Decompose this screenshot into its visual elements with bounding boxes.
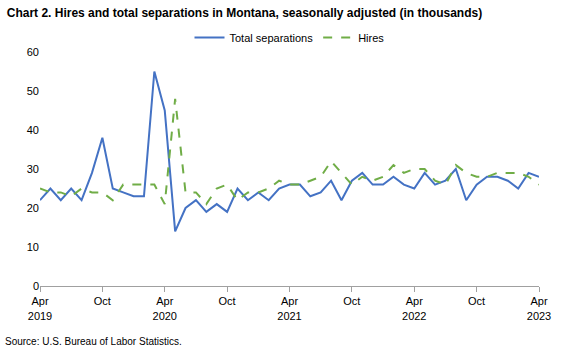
svg-text:Total separations: Total separations	[230, 32, 314, 44]
svg-text:10: 10	[27, 241, 39, 253]
svg-text:Oct: Oct	[343, 295, 360, 307]
svg-text:Chart 2. Hires and total separ: Chart 2. Hires and total separations in …	[7, 6, 482, 20]
svg-text:50: 50	[27, 85, 39, 97]
svg-text:20: 20	[27, 202, 39, 214]
svg-text:40: 40	[27, 124, 39, 136]
svg-text:Apr2021: Apr2021	[277, 295, 301, 321]
svg-text:0: 0	[33, 280, 39, 292]
svg-text:Hires: Hires	[358, 32, 384, 44]
svg-text:Oct: Oct	[219, 295, 236, 307]
svg-text:60: 60	[27, 46, 39, 58]
svg-text:Oct: Oct	[468, 295, 485, 307]
svg-text:30: 30	[27, 163, 39, 175]
svg-text:Apr2020: Apr2020	[153, 295, 177, 321]
svg-text:Apr2023: Apr2023	[527, 295, 551, 321]
svg-text:Oct: Oct	[94, 295, 111, 307]
svg-text:Apr2019: Apr2019	[28, 295, 52, 321]
svg-text:Apr2022: Apr2022	[402, 295, 426, 321]
svg-text:Source: U.S. Bureau of Labor S: Source: U.S. Bureau of Labor Statistics.	[5, 336, 182, 347]
